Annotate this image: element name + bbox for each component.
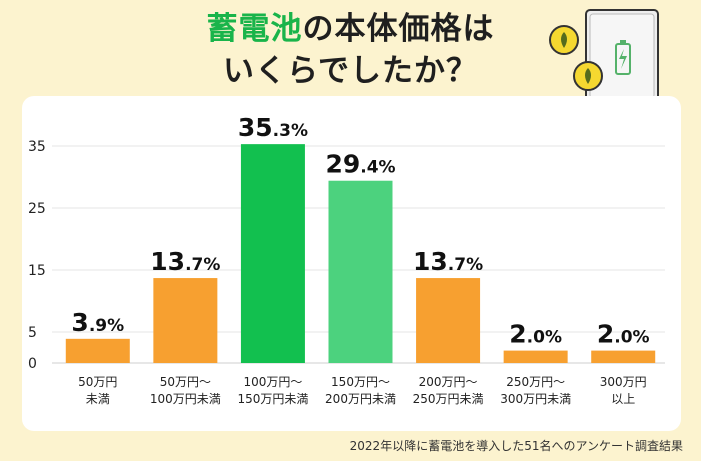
x-tick-label: 100万円未満 <box>150 392 221 406</box>
x-tick-label: 50万円 <box>78 375 117 389</box>
bar <box>65 338 130 363</box>
x-tick-label: 250万円未満 <box>413 392 484 406</box>
data-label: 13.7% <box>413 247 483 276</box>
bar <box>591 350 656 363</box>
data-label: 29.4% <box>325 150 395 179</box>
data-label: 35.3% <box>238 113 308 142</box>
y-tick-label: 5 <box>28 325 37 341</box>
x-tick-label: 200万円未満 <box>325 392 396 406</box>
title-line-2: いくらでしたか？ <box>222 53 479 89</box>
bar <box>153 278 218 363</box>
coin-icon <box>549 25 603 91</box>
bar <box>328 180 393 363</box>
y-tick-label: 0 <box>28 356 37 372</box>
battery-icon <box>585 9 659 103</box>
y-tick-label: 15 <box>28 263 46 279</box>
title-rest: の本体価格は <box>302 11 495 47</box>
x-tick-label: 50万円〜 <box>160 375 211 389</box>
x-tick-label: 100万円〜 <box>243 375 302 389</box>
data-label: 2.0% <box>597 320 650 349</box>
x-tick-label: 以上 <box>611 392 635 406</box>
x-tick-label: 200万円〜 <box>419 375 478 389</box>
data-label: 13.7% <box>150 247 220 276</box>
y-tick-label: 35 <box>28 139 46 155</box>
footnote: 2022年以降に蓄電池を導入した51名へのアンケート調査結果 <box>349 439 683 453</box>
chart-card: 0 5 15 25 35 3.9% 50万円未満 13.7% 50万円〜 100万円未満 35.3%… <box>22 96 681 431</box>
x-tick-label: 300万円未満 <box>500 392 571 406</box>
data-label: 2.0% <box>509 320 562 349</box>
bar-chart: 0 5 15 25 35 3.9% 50万円未満 13.7% 50万円〜 100万円未満 35.3%… <box>28 113 665 406</box>
title-line-1: 蓄電池の本体価格は <box>0 8 701 50</box>
bar <box>416 278 481 363</box>
x-tick-label: 未満 <box>86 392 110 406</box>
bar <box>240 144 305 363</box>
bar <box>503 350 568 363</box>
x-tick-label: 150万円未満 <box>237 392 308 406</box>
y-tick-label: 25 <box>28 201 46 217</box>
x-tick-label: 300万円 <box>600 375 647 389</box>
page-title: 蓄電池の本体価格は いくらでしたか？ <box>0 8 701 92</box>
data-label: 3.9% <box>71 308 124 337</box>
battery-illustration <box>549 9 659 103</box>
x-tick-label: 250万円〜 <box>506 375 565 389</box>
title-accent: 蓄電池 <box>206 11 303 47</box>
x-tick-label: 150万円〜 <box>331 375 390 389</box>
